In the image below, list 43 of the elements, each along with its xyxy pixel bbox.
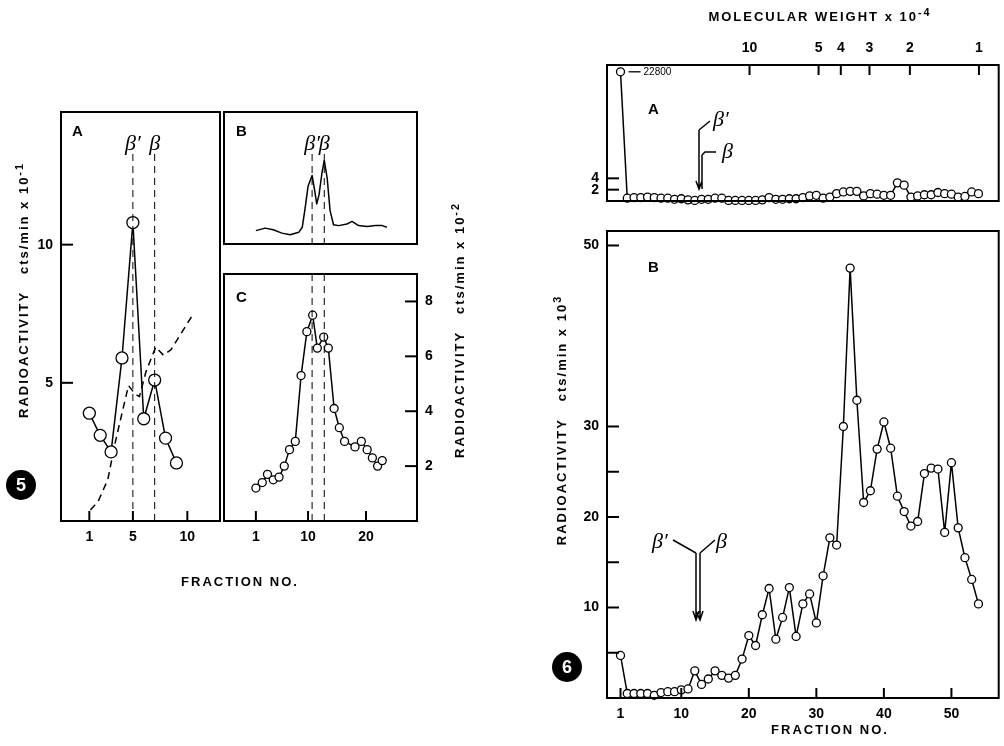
x-tick-label: 10 bbox=[179, 528, 196, 545]
y-tick-label: 10 bbox=[583, 598, 600, 615]
y2-tick-label: 6 bbox=[425, 347, 433, 364]
annotation: C bbox=[236, 288, 247, 305]
annotation: A bbox=[648, 100, 659, 117]
y2-tick-label: 2 bbox=[425, 456, 433, 473]
y-tick-label: 30 bbox=[583, 417, 600, 434]
annotation: β′ bbox=[652, 528, 668, 554]
x-tick-label: 10 bbox=[673, 705, 690, 722]
ref-line-label: β bbox=[148, 130, 161, 155]
x2-axis-title: MOLECULAR WEIGHT x 10$^{-4}$ bbox=[708, 6, 932, 25]
x-tick-label: 1 bbox=[85, 528, 94, 545]
x-tick-label: 40 bbox=[876, 705, 892, 722]
x-tick-label: 1 bbox=[616, 705, 625, 722]
x-tick-label: 30 bbox=[808, 705, 825, 722]
y2-tick-label: 8 bbox=[425, 292, 433, 309]
text: 6 bbox=[552, 652, 582, 682]
y-tick-label: 20 bbox=[583, 507, 600, 524]
x2-tick-label: 3 bbox=[865, 39, 874, 56]
x-tick-label: 10 bbox=[300, 528, 317, 545]
ref-line-label: β bbox=[317, 130, 330, 155]
x-tick-label: 20 bbox=[358, 528, 374, 545]
x-tick-label: 50 bbox=[943, 705, 960, 722]
x-tick-label: 5 bbox=[128, 528, 137, 545]
x2-tick-label: 2 bbox=[905, 39, 914, 56]
annotation: β bbox=[716, 528, 727, 554]
y-tick-label: 50 bbox=[583, 236, 600, 253]
annotation: A bbox=[72, 122, 83, 139]
x2-tick-label: 5 bbox=[814, 39, 823, 56]
x-axis-title: FRACTION NO. bbox=[181, 574, 299, 589]
annotation: β bbox=[722, 138, 733, 164]
y2-tick-label: 4 bbox=[425, 402, 433, 419]
annotation: B bbox=[648, 258, 659, 275]
x2-tick-label: 10 bbox=[741, 39, 758, 56]
x2-tick-label: 4 bbox=[836, 39, 845, 56]
ref-line-label: β′ bbox=[123, 130, 142, 155]
x-axis-title: FRACTION NO. bbox=[771, 722, 889, 737]
x2-tick-label: 1 bbox=[975, 39, 984, 56]
x-tick-label: 1 bbox=[251, 528, 260, 545]
annotation: β′ bbox=[713, 106, 729, 132]
annotation: 22800 bbox=[643, 65, 672, 77]
x-tick-label: 20 bbox=[741, 705, 757, 722]
text: B bbox=[236, 122, 247, 139]
